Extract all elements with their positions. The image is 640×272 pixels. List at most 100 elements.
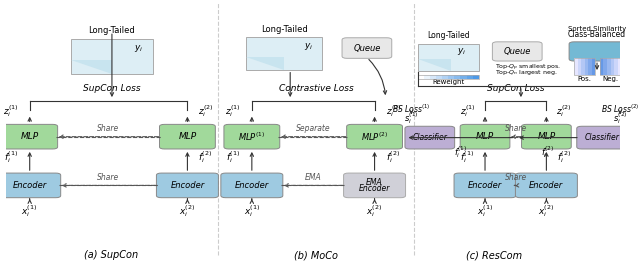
Bar bbox=[246, 37, 323, 70]
FancyBboxPatch shape bbox=[0, 173, 61, 198]
Bar bbox=[592, 57, 595, 75]
Text: $f_i^{(1)}$: $f_i^{(1)}$ bbox=[227, 150, 241, 165]
Text: Encoder: Encoder bbox=[13, 181, 47, 190]
Text: $x_i^{(2)}$: $x_i^{(2)}$ bbox=[538, 204, 555, 219]
Text: MLP$^{(1)}$: MLP$^{(1)}$ bbox=[239, 131, 265, 143]
FancyBboxPatch shape bbox=[347, 124, 403, 149]
Text: Encoder: Encoder bbox=[529, 181, 563, 190]
Text: BS Loss$^{(2)}$: BS Loss$^{(2)}$ bbox=[601, 102, 639, 115]
Bar bbox=[607, 57, 611, 75]
FancyBboxPatch shape bbox=[221, 173, 283, 198]
Text: Class-Balanced: Class-Balanced bbox=[568, 30, 626, 39]
Bar bbox=[448, 75, 454, 79]
Text: $x_i^{(2)}$: $x_i^{(2)}$ bbox=[366, 204, 383, 219]
Bar bbox=[473, 75, 479, 79]
Text: $f_i^{(2)}$: $f_i^{(2)}$ bbox=[557, 150, 572, 165]
Polygon shape bbox=[246, 57, 284, 70]
Text: Classifier: Classifier bbox=[412, 133, 447, 142]
Bar bbox=[614, 57, 618, 75]
Text: (a) SupCon: (a) SupCon bbox=[84, 251, 138, 261]
Bar bbox=[70, 39, 154, 74]
Bar bbox=[454, 75, 461, 79]
Text: Share: Share bbox=[504, 124, 527, 134]
Text: $z_i^{(2)}$: $z_i^{(2)}$ bbox=[386, 103, 401, 119]
FancyBboxPatch shape bbox=[492, 42, 542, 61]
Bar bbox=[611, 57, 614, 75]
Text: BS Loss$^{(1)}$: BS Loss$^{(1)}$ bbox=[392, 102, 431, 115]
FancyBboxPatch shape bbox=[454, 173, 516, 198]
Text: Queue: Queue bbox=[504, 47, 531, 56]
Text: $x_i^{(1)}$: $x_i^{(1)}$ bbox=[477, 204, 493, 219]
Text: MLP: MLP bbox=[538, 132, 556, 141]
Text: $f_i^{(1)}$: $f_i^{(1)}$ bbox=[4, 150, 19, 165]
Text: (b) MoCo: (b) MoCo bbox=[294, 251, 339, 261]
Text: $f_i^{(1)}$: $f_i^{(1)}$ bbox=[460, 150, 474, 165]
Bar bbox=[577, 57, 581, 75]
Bar bbox=[467, 75, 473, 79]
Text: $f_i^{(2)}$: $f_i^{(2)}$ bbox=[386, 150, 400, 165]
Bar bbox=[581, 57, 585, 75]
Text: $z_i^{(1)}$: $z_i^{(1)}$ bbox=[225, 103, 241, 119]
Text: Contrastive Loss: Contrastive Loss bbox=[279, 84, 354, 93]
FancyBboxPatch shape bbox=[405, 126, 454, 149]
Text: Share: Share bbox=[97, 173, 120, 182]
Text: $x_i^{(2)}$: $x_i^{(2)}$ bbox=[179, 204, 196, 219]
Bar bbox=[436, 75, 442, 79]
Text: Encoder: Encoder bbox=[170, 181, 205, 190]
Bar bbox=[585, 57, 588, 75]
Bar bbox=[461, 75, 467, 79]
Bar bbox=[618, 57, 621, 75]
Text: Top-$Q_p$ smallest pos.: Top-$Q_p$ smallest pos. bbox=[495, 63, 562, 73]
Bar bbox=[442, 75, 448, 79]
FancyBboxPatch shape bbox=[569, 42, 625, 61]
Text: $z_i^{(1)}$: $z_i^{(1)}$ bbox=[460, 103, 476, 119]
Text: (c) ResCom: (c) ResCom bbox=[466, 251, 522, 261]
Bar bbox=[600, 57, 604, 75]
FancyBboxPatch shape bbox=[2, 124, 58, 149]
Text: EMA: EMA bbox=[305, 173, 321, 182]
Text: Encoder: Encoder bbox=[468, 181, 502, 190]
Text: $s_i^{(2)}$: $s_i^{(2)}$ bbox=[612, 111, 627, 126]
Text: Long-Tailed: Long-Tailed bbox=[88, 26, 135, 35]
Text: $y_i$: $y_i$ bbox=[457, 46, 467, 57]
Polygon shape bbox=[70, 60, 112, 74]
Text: $z_i^{(2)}$: $z_i^{(2)}$ bbox=[556, 103, 572, 119]
Text: Classifier: Classifier bbox=[584, 133, 619, 142]
Text: Long-Tailed: Long-Tailed bbox=[427, 32, 470, 41]
Text: $x_i^{(1)}$: $x_i^{(1)}$ bbox=[22, 204, 38, 219]
Text: MLP$^{(2)}$: MLP$^{(2)}$ bbox=[361, 131, 388, 143]
Bar bbox=[574, 57, 595, 75]
Polygon shape bbox=[417, 59, 451, 71]
Text: $x_i^{(1)}$: $x_i^{(1)}$ bbox=[244, 204, 260, 219]
Text: Share: Share bbox=[504, 173, 527, 182]
Text: MLP: MLP bbox=[179, 132, 196, 141]
Text: SupCon Loss: SupCon Loss bbox=[487, 84, 545, 93]
Text: Neg.: Neg. bbox=[602, 76, 619, 82]
Text: Long-Tailed: Long-Tailed bbox=[260, 25, 307, 34]
FancyBboxPatch shape bbox=[577, 126, 627, 149]
Text: SupCon Loss: SupCon Loss bbox=[83, 84, 141, 93]
Text: $y_i$: $y_i$ bbox=[304, 41, 313, 52]
FancyBboxPatch shape bbox=[159, 124, 215, 149]
FancyBboxPatch shape bbox=[460, 124, 510, 149]
Bar bbox=[430, 75, 436, 79]
FancyBboxPatch shape bbox=[342, 38, 392, 58]
Text: $f_i^{(1)}$: $f_i^{(1)}$ bbox=[454, 144, 467, 160]
Text: Share: Share bbox=[97, 124, 120, 134]
FancyBboxPatch shape bbox=[224, 124, 280, 149]
Text: $z_i^{(1)}$: $z_i^{(1)}$ bbox=[3, 103, 19, 119]
FancyBboxPatch shape bbox=[515, 173, 577, 198]
Text: Queue: Queue bbox=[353, 44, 381, 52]
Text: $y_i$: $y_i$ bbox=[134, 43, 143, 54]
Text: Top-$Q_n$ largest neg.: Top-$Q_n$ largest neg. bbox=[495, 68, 558, 77]
Bar bbox=[588, 57, 592, 75]
Text: Separate: Separate bbox=[296, 124, 330, 134]
Bar bbox=[574, 57, 577, 75]
Bar bbox=[600, 57, 621, 75]
Text: $f_i^{(2)}$: $f_i^{(2)}$ bbox=[541, 144, 555, 160]
Bar bbox=[417, 44, 479, 71]
Text: Encoder: Encoder bbox=[359, 184, 390, 193]
Text: $s_i^{(1)}$: $s_i^{(1)}$ bbox=[404, 111, 419, 126]
Text: EMA: EMA bbox=[366, 178, 383, 187]
Bar bbox=[604, 57, 607, 75]
